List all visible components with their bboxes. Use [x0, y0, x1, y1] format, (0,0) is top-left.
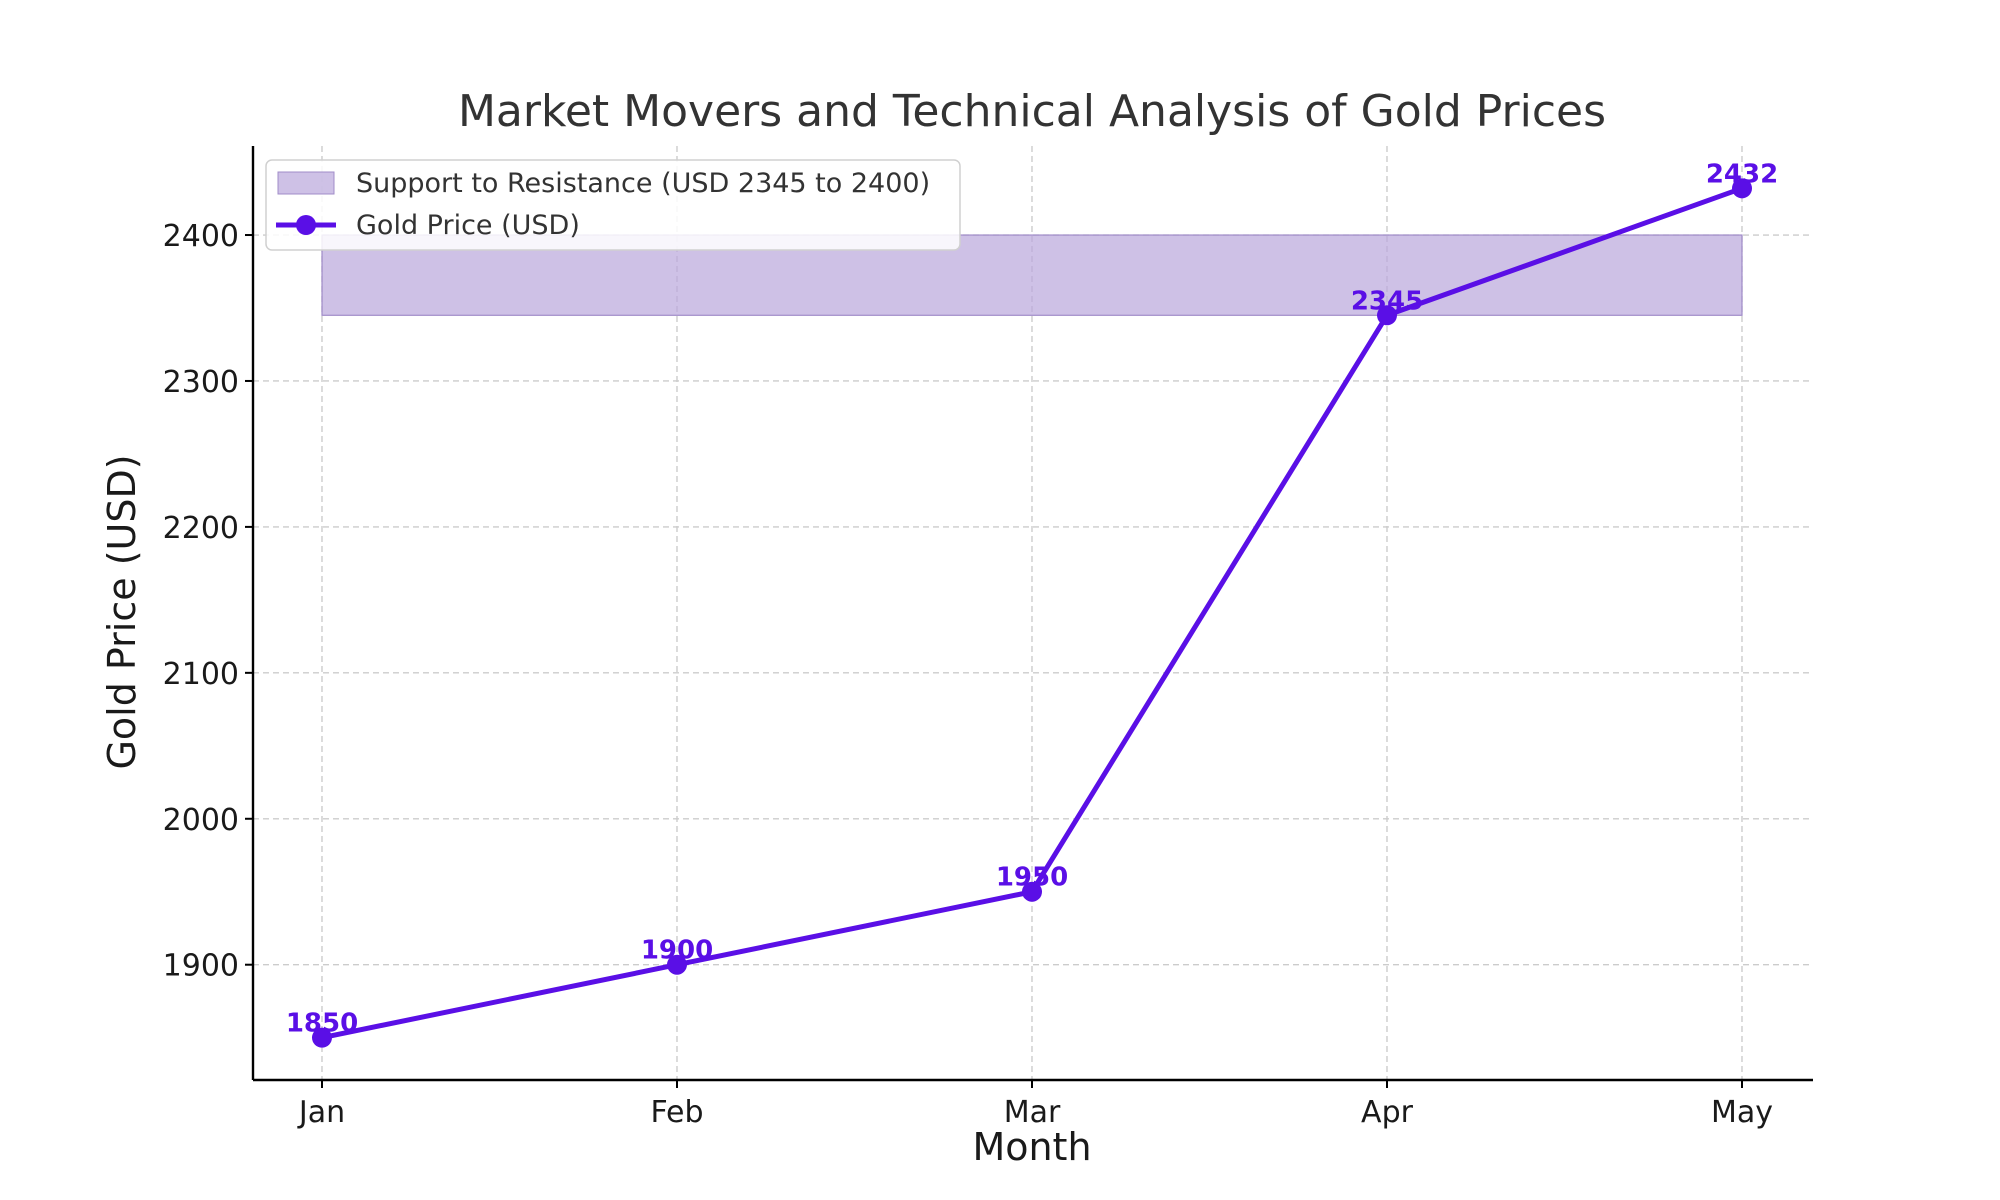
legend-band-swatch [277, 171, 335, 195]
data-point [1022, 881, 1042, 902]
legend: Support to Resistance (USD 2345 to 2400)… [265, 159, 961, 251]
x-tick-label: Mar [1004, 1095, 1061, 1130]
x-tick-label: Apr [1361, 1095, 1414, 1130]
data-point [312, 1027, 332, 1048]
chart-title: Market Movers and Technical Analysis of … [458, 86, 1606, 137]
x-tick-label: Feb [650, 1095, 703, 1130]
y-tick-label: 2000 [163, 803, 239, 838]
legend-band-label: Support to Resistance (USD 2345 to 2400) [356, 168, 930, 199]
y-tick-labels: 1900 2000 2100 2200 2300 2400 [163, 219, 253, 984]
data-point [667, 954, 687, 975]
y-tick-label: 2300 [163, 365, 239, 400]
series-layer [312, 178, 1752, 1048]
data-label: 1850 [286, 1009, 358, 1039]
data-label: 1900 [641, 936, 713, 966]
x-tick-labels: Jan Feb Mar Apr May [297, 1080, 1773, 1130]
legend-frame [265, 159, 961, 251]
data-label: 2345 [1351, 286, 1423, 316]
data-labels: 1850 1900 1950 2345 2432 [286, 159, 1778, 1038]
y-axis-label: Gold Price (USD) [100, 454, 144, 769]
y-tick-label: 1900 [163, 949, 239, 984]
y-tick-label: 2200 [163, 511, 239, 546]
x-tick-label: May [1711, 1095, 1773, 1130]
legend-marker-swatch [296, 215, 316, 235]
data-label: 1950 [996, 863, 1068, 893]
data-label: 2432 [1706, 159, 1778, 189]
legend-series-label: Gold Price (USD) [356, 210, 580, 241]
y-tick-label: 2400 [163, 219, 239, 254]
data-point [1732, 178, 1752, 199]
x-tick-label: Jan [297, 1095, 345, 1130]
data-point [1377, 305, 1397, 326]
y-tick-label: 2100 [163, 657, 239, 692]
x-axis-label: Month [972, 1125, 1091, 1169]
